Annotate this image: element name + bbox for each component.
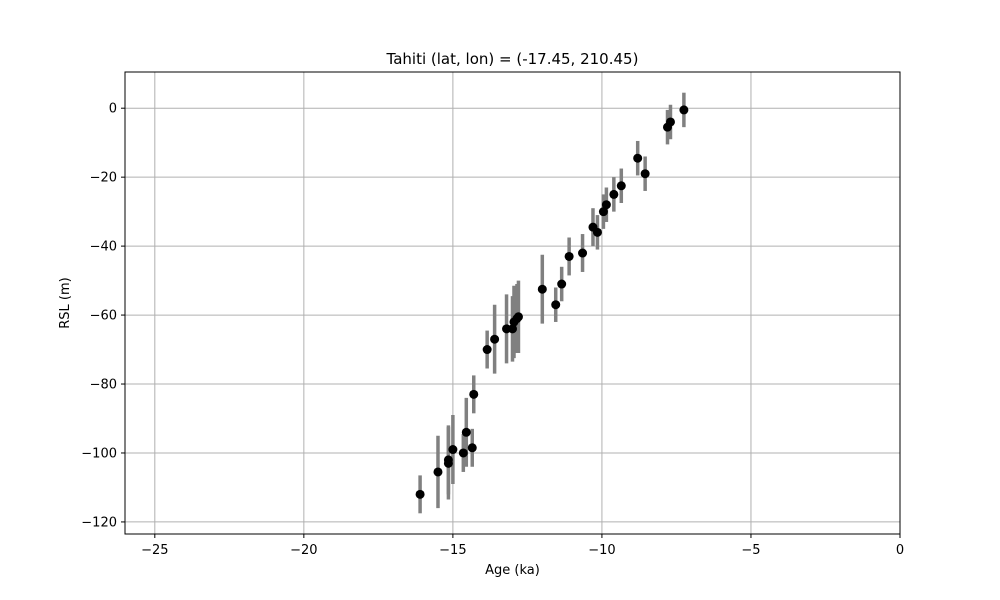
data-point [433, 467, 443, 477]
data-point [461, 427, 471, 437]
data-point [679, 105, 689, 115]
y-tick-label: −60 [90, 309, 117, 324]
data-point [482, 345, 492, 355]
data-point [448, 445, 458, 455]
x-axis-label: Age (ka) [485, 563, 540, 578]
x-tick-label: −25 [141, 543, 168, 558]
y-axis-ticks: −120 −100 −80 −60 −40 −20 0 [81, 102, 125, 530]
data-point [467, 443, 477, 453]
data-point [551, 300, 561, 310]
data-point [640, 169, 650, 179]
x-axis-ticks: −25 −20 −15 −10 −5 0 [141, 534, 904, 558]
data-point [508, 324, 517, 334]
y-tick-label: 0 [109, 102, 117, 117]
data-point [513, 312, 523, 322]
data-point [633, 153, 643, 163]
data-point [458, 448, 468, 458]
data-point [557, 279, 567, 289]
x-tick-label: −15 [439, 543, 466, 558]
y-tick-label: −100 [81, 446, 117, 461]
data-point [443, 455, 453, 465]
y-tick-label: −40 [90, 240, 117, 255]
data-point [609, 189, 619, 199]
x-tick-label: −5 [741, 543, 760, 558]
x-tick-label: 0 [896, 543, 904, 558]
data-points [415, 105, 689, 499]
data-point [469, 389, 479, 399]
data-point [564, 251, 574, 261]
y-axis-label: RSL (m) [58, 277, 73, 328]
y-tick-label: −120 [81, 515, 117, 530]
data-point [592, 227, 602, 237]
data-point [415, 489, 425, 499]
data-point [616, 181, 626, 191]
data-point [537, 284, 547, 294]
plot-frame [124, 71, 901, 535]
y-tick-label: −80 [90, 378, 117, 393]
y-tick-label: −20 [90, 171, 117, 186]
data-point [578, 248, 588, 258]
data-point [490, 334, 500, 344]
data-point [665, 117, 675, 127]
data-point [598, 207, 608, 217]
x-tick-label: −10 [588, 543, 615, 558]
data-point [601, 200, 611, 210]
x-tick-label: −20 [290, 543, 317, 558]
chart-title: Tahiti (lat, lon) = (-17.45, 210.45) [386, 50, 639, 68]
